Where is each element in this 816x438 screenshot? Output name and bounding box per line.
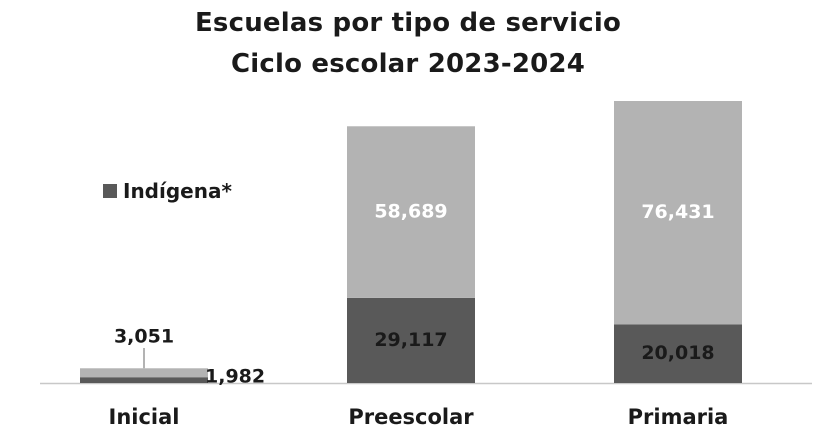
bar-other-primaria [614,101,742,325]
category-label-inicial: Inicial [109,405,180,429]
chart-title: Escuelas por tipo de servicio [194,8,622,38]
chart-subtitle: Ciclo escolar 2023-2024 [230,49,586,79]
category-label-primaria: Primaria [628,405,729,429]
legend: Indígena* [103,179,232,203]
data-label-indigena-preescolar: 29,117 [374,329,447,351]
bar-other-preescolar [347,126,475,298]
data-label-other-primaria: 76,431 [641,201,714,223]
data-label-other-inicial: 3,051 [114,326,174,348]
data-label-other-preescolar: 58,689 [374,201,447,223]
data-label-indigena-inicial: 1,982 [205,366,265,388]
data-label-indigena-primaria: 20,018 [641,342,714,364]
bar-other-inicial [80,368,208,378]
bar-indigena-inicial [80,377,208,383]
bar-indigena-preescolar [347,297,475,383]
legend-label-indigena: Indígena* [123,179,232,203]
bar-indigena-primaria [614,324,742,383]
category-label-preescolar: Preescolar [348,405,474,429]
legend-swatch-indigena [103,184,117,198]
